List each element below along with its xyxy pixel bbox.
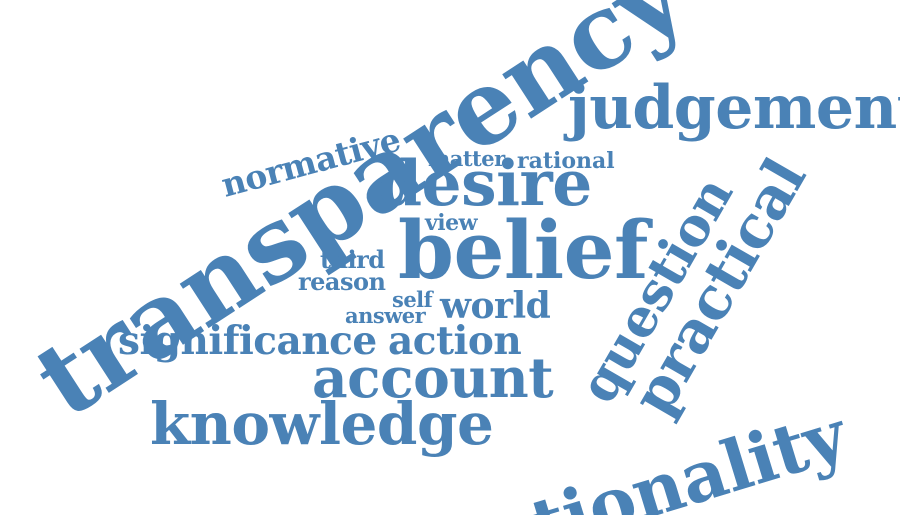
word-account: account [312, 345, 554, 410]
word-world: world [440, 285, 551, 327]
word-judgement: judgement [568, 73, 900, 143]
word-third: third [320, 245, 385, 274]
word-view: view [425, 210, 478, 236]
word-answer: answer [345, 303, 426, 328]
word-rational: rational [517, 148, 615, 174]
word-knowledge: knowledge [150, 390, 494, 458]
word-rationality: rationality [443, 392, 856, 515]
word-matter: matter [428, 146, 505, 171]
word-self: self [392, 287, 433, 312]
word-belief: belief [398, 203, 648, 297]
word-significance: significance [118, 318, 377, 364]
word-reason: reason [298, 267, 386, 296]
word-desire: desire [378, 146, 592, 220]
word-action: action [388, 318, 522, 364]
